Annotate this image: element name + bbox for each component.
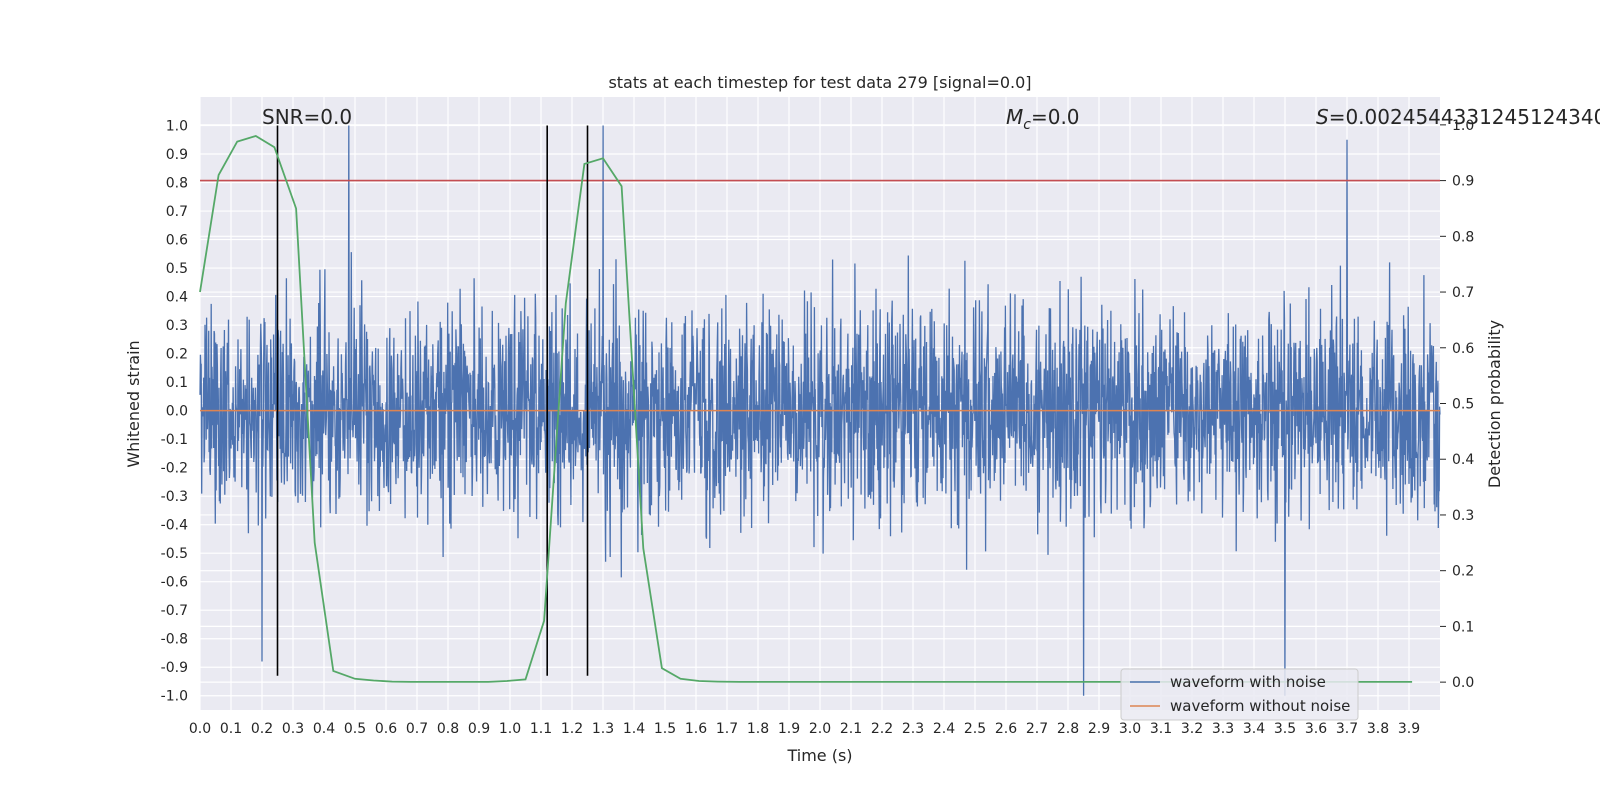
x-tick-label: 0.8 (437, 721, 459, 737)
y-tick-label: -0.5 (161, 546, 188, 562)
y-tick-label: -0.2 (161, 461, 188, 477)
x-tick-label: 2.8 (1057, 721, 1079, 737)
legend-label-noise: waveform with noise (1170, 673, 1326, 691)
chart-title: stats at each timestep for test data 279… (608, 73, 1031, 92)
y-right-tick-label: 0.8 (1452, 229, 1474, 245)
y-tick-label: 0.9 (166, 147, 188, 163)
x-tick-label: 3.2 (1181, 721, 1203, 737)
x-tick-label: 0.4 (313, 721, 335, 737)
y-right-tick-label: 0.1 (1452, 619, 1474, 635)
snr-annotation: SNR=0.0 (262, 105, 352, 129)
x-tick-label: 1.4 (623, 721, 645, 737)
y-tick-label: 0.7 (166, 204, 188, 220)
x-tick-label: 0.7 (406, 721, 428, 737)
x-tick-label: 2.2 (871, 721, 893, 737)
y-right-tick-labels: 1.0 0.9 0.8 0.7 0.6 0.5 0.4 0.3 0.2 0.1 0.0 (1452, 118, 1474, 691)
y-tick-label: 0.0 (166, 404, 188, 420)
y-right-tick-label: 0.3 (1452, 508, 1474, 524)
x-tick-label: 1.2 (561, 721, 583, 737)
y-tick-label: 0.3 (166, 318, 188, 334)
x-tick-label: 2.7 (1026, 721, 1048, 737)
x-tick-label: 2.3 (902, 721, 924, 737)
x-tick-label: 1.5 (654, 721, 676, 737)
y-tick-label: -0.3 (161, 489, 188, 505)
s-annotation: S=0.0024544331245124340 (1316, 105, 1600, 129)
y-right-tick-label: 0.4 (1452, 452, 1474, 468)
x-tick-label: 1.9 (778, 721, 800, 737)
y-right-tick-label: 0.7 (1452, 285, 1474, 301)
x-tick-label: 1.8 (747, 721, 769, 737)
x-tick-label: 2.5 (964, 721, 986, 737)
y-right-tick-label: 0.0 (1452, 675, 1474, 691)
y-right-tick-label: 0.2 (1452, 564, 1474, 580)
y-tick-label: -0.9 (161, 660, 188, 676)
x-tick-label: 1.0 (499, 721, 521, 737)
x-tick-label: 2.6 (995, 721, 1017, 737)
x-tick-label: 3.1 (1150, 721, 1172, 737)
y-tick-label: 0.5 (166, 261, 188, 277)
legend: waveform with noise waveform without noi… (1120, 668, 1359, 721)
y-tick-label: 1.0 (166, 119, 188, 135)
waveform-with-noise-line (199, 125, 1441, 696)
series-waveform-with-noise (199, 125, 1441, 696)
x-tick-label: 3.6 (1305, 721, 1327, 737)
mc-value: =0.0 (1031, 105, 1080, 129)
s-symbol: S (1316, 105, 1329, 129)
y-tick-label: -0.1 (161, 432, 188, 448)
x-tick-label: 3.9 (1398, 721, 1420, 737)
y-right-tick-label: 0.9 (1452, 174, 1474, 190)
y-tick-label: 0.4 (166, 290, 188, 306)
x-tick-label: 1.6 (685, 721, 707, 737)
x-tick-label: 0.0 (189, 721, 211, 737)
y-tick-labels: 1.0 0.9 0.8 0.7 0.6 0.5 0.4 0.3 0.2 0.1 0.0 -0.1 -0.… (161, 119, 188, 705)
legend-box (1120, 668, 1359, 721)
y-tick-label: -0.6 (161, 575, 188, 591)
x-tick-label: 2.9 (1088, 721, 1110, 737)
x-tick-label: 3.0 (1119, 721, 1141, 737)
y-tick-label: -0.7 (161, 603, 188, 619)
x-tick-label: 0.3 (282, 721, 304, 737)
s-value: =0.0024544331245124340 (1329, 105, 1600, 129)
x-tick-label: 3.8 (1367, 721, 1389, 737)
x-tick-label: 3.7 (1336, 721, 1358, 737)
x-tick-label: 0.5 (344, 721, 366, 737)
x-tick-label: 0.6 (375, 721, 397, 737)
x-tick-label: 2.4 (933, 721, 955, 737)
mc-subscript: c (1023, 117, 1031, 133)
x-tick-label: 0.2 (251, 721, 273, 737)
x-tick-label: 1.7 (716, 721, 738, 737)
x-tick-label: 0.1 (220, 721, 242, 737)
y-right-tick-label: 0.6 (1452, 341, 1474, 357)
mc-annotation: Mc=0.0 (1006, 105, 1080, 133)
x-tick-label: 3.3 (1212, 721, 1234, 737)
x-tick-labels: 0.0 0.1 0.2 0.3 0.4 0.5 0.6 0.7 0.8 0.9 1.0 1.1 1.2 1… (189, 721, 1420, 737)
y-tick-label: -0.8 (161, 632, 188, 648)
x-axis-label: Time (s) (786, 746, 852, 765)
legend-label-clean: waveform without noise (1170, 697, 1350, 715)
mc-symbol: M (1006, 105, 1023, 129)
x-tick-label: 3.4 (1243, 721, 1265, 737)
x-tick-label: 2.0 (809, 721, 831, 737)
y-tick-label: 0.8 (166, 176, 188, 192)
x-tick-label: 1.1 (530, 721, 552, 737)
y-axis-label: Whitened strain (124, 340, 143, 467)
x-tick-label: 1.3 (592, 721, 614, 737)
y-tick-label: -1.0 (161, 689, 188, 705)
y-tick-label: 0.1 (166, 375, 188, 391)
y-tick-label: 0.2 (166, 347, 188, 363)
x-tick-label: 0.9 (468, 721, 490, 737)
y-right-tick-label: 1.0 (1452, 118, 1474, 134)
x-tick-label: 3.5 (1274, 721, 1296, 737)
y-right-tick-label: 0.5 (1452, 397, 1474, 413)
y-right-axis-label: Detection probability (1485, 320, 1504, 488)
y-tick-label: 0.6 (166, 233, 188, 249)
x-tick-label: 2.1 (840, 721, 862, 737)
y-tick-label: -0.4 (161, 518, 188, 534)
